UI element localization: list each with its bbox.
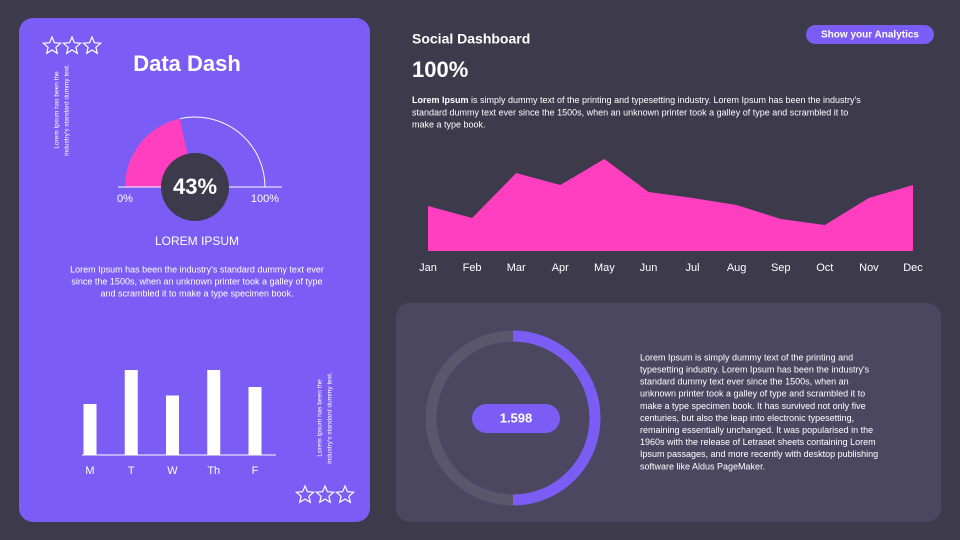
bar xyxy=(207,370,221,455)
star xyxy=(314,484,336,504)
body-line: since the 1500s, when an unknown printer… xyxy=(71,276,322,286)
gauge-tick-label: 0% xyxy=(117,193,133,205)
side-note: industry's standard dummy text. xyxy=(64,64,71,156)
bar xyxy=(248,387,262,455)
x-tick-label: M xyxy=(85,465,94,477)
star xyxy=(41,35,63,55)
intro-lead: Lorem Ipsum xyxy=(412,95,469,105)
side-note: Lorem Ipsum has been the xyxy=(54,71,61,149)
body-line: and scrambled it to make a type specimen… xyxy=(100,288,293,298)
header-title: Social Dashboard xyxy=(412,31,530,47)
intro-line: standard dummy text ever since the 1500s… xyxy=(412,107,848,117)
detail-card xyxy=(396,303,941,522)
gauge-tick-label: 100% xyxy=(251,193,279,205)
analytics-button[interactable] xyxy=(806,25,934,44)
x-tick-label: Aug xyxy=(727,262,747,274)
x-tick-label: Nov xyxy=(859,262,879,274)
x-tick-label: F xyxy=(252,465,259,477)
star xyxy=(294,484,316,504)
gauge-track xyxy=(179,116,266,188)
bar xyxy=(83,404,97,455)
left-card xyxy=(19,18,370,522)
x-tick-label: Jan xyxy=(419,262,437,274)
detail-line: 1960s with the release of Letraset sheet… xyxy=(640,437,876,447)
gauge-hub xyxy=(161,153,229,221)
header-value: 100% xyxy=(412,57,468,82)
x-tick-label: Mar xyxy=(507,262,526,274)
intro-line: make a type book. xyxy=(412,119,486,129)
x-tick-label: Apr xyxy=(552,262,569,274)
detail-line: centuries, but also the leap into electr… xyxy=(640,413,854,423)
donut-pill xyxy=(472,404,560,433)
gauge-value: 43% xyxy=(173,174,217,199)
x-tick-label: May xyxy=(594,262,615,274)
detail-line: software like Aldus PageMaker. xyxy=(640,461,765,471)
body-line: Lorem Ipsum has been the industry's stan… xyxy=(70,264,324,274)
x-tick-label: Jun xyxy=(640,262,658,274)
star xyxy=(61,35,83,55)
subtitle: LOREM IPSUM xyxy=(155,234,239,248)
detail-line: make a type specimen book. It has surviv… xyxy=(640,401,866,411)
bar xyxy=(166,395,179,455)
detail-line: Ipsum passages, and more recently with d… xyxy=(640,449,878,459)
detail-line: unknown printer took a galley of type an… xyxy=(640,389,865,399)
x-tick-label: Dec xyxy=(903,262,923,274)
donut-arc xyxy=(512,330,601,506)
x-tick-label: Th xyxy=(207,465,220,477)
bar xyxy=(124,370,138,455)
side-note: Lorem Ipsum has been the xyxy=(317,379,324,457)
area xyxy=(428,159,913,251)
detail-line: standard dummy text ever since the 1500s… xyxy=(640,377,849,387)
intro-text: is simply dummy text of the printing and… xyxy=(469,95,862,105)
star xyxy=(81,35,103,55)
x-tick-label: Jul xyxy=(686,262,700,274)
x-tick-label: Feb xyxy=(463,262,482,274)
x-tick-label: Oct xyxy=(816,262,833,274)
card-title: Data Dash xyxy=(133,51,241,76)
stars xyxy=(41,35,356,504)
star xyxy=(334,484,356,504)
x-tick-label: T xyxy=(128,465,135,477)
intro-line: Lorem Ipsum is simply dummy text of the … xyxy=(412,95,861,105)
detail-line: remaining essentially unchanged. It was … xyxy=(640,425,873,435)
detail-line: Lorem Ipsum is simply dummy text of the … xyxy=(640,352,853,362)
detail-line: typesetting industry. Lorem Ipsum has be… xyxy=(640,364,870,374)
donut-label: 1.598 xyxy=(500,410,533,425)
x-tick-label: Sep xyxy=(771,262,791,274)
side-note: industry's standard dummy text. xyxy=(327,372,334,464)
button-label[interactable]: Show your Analytics xyxy=(821,30,919,41)
x-tick-label: W xyxy=(167,465,178,477)
